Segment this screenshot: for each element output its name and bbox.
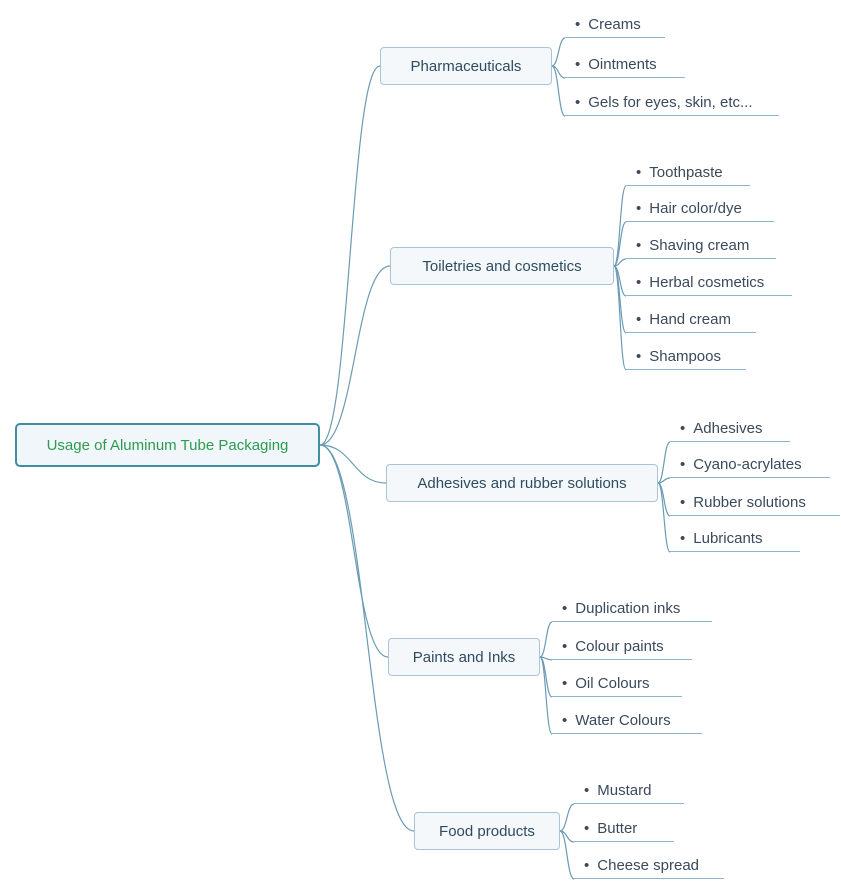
leaf-label: Duplication inks: [575, 600, 680, 617]
branch-label: Toiletries and cosmetics: [422, 258, 581, 275]
leaf-toi-shampoos: • Shampoos: [626, 346, 746, 370]
leaf-label: Hair color/dye: [649, 200, 742, 217]
leaf-fd-mustard: • Mustard: [574, 780, 684, 804]
leaf-label: Creams: [588, 16, 641, 33]
branch-label: Paints and Inks: [413, 649, 516, 666]
bullet-icon: •: [680, 420, 685, 437]
bullet-icon: •: [636, 274, 641, 291]
leaf-label: Oil Colours: [575, 675, 649, 692]
leaf-pi-colour: • Colour paints: [552, 636, 692, 660]
connector: [614, 186, 626, 266]
leaf-pi-water: • Water Colours: [552, 710, 702, 734]
connector: [658, 483, 670, 516]
leaf-label: Mustard: [597, 782, 651, 799]
bullet-icon: •: [584, 857, 589, 874]
leaf-adh-lubricants: • Lubricants: [670, 528, 800, 552]
bullet-icon: •: [680, 530, 685, 547]
leaf-label: Gels for eyes, skin, etc...: [588, 94, 752, 111]
bullet-icon: •: [575, 94, 580, 111]
bullet-icon: •: [575, 16, 580, 33]
bullet-icon: •: [562, 638, 567, 655]
connector: [658, 483, 670, 552]
connector: [540, 657, 552, 697]
connector: [540, 622, 552, 657]
bullet-icon: •: [680, 456, 685, 473]
leaf-pharma-gels: • Gels for eyes, skin, etc...: [565, 92, 779, 116]
branch-label: Food products: [439, 823, 535, 840]
branch-label: Pharmaceuticals: [411, 58, 522, 75]
bullet-icon: •: [584, 782, 589, 799]
connector: [320, 266, 390, 445]
leaf-adh-rubber: • Rubber solutions: [670, 492, 840, 516]
connector: [658, 478, 670, 483]
bullet-icon: •: [636, 164, 641, 181]
bullet-icon: •: [584, 820, 589, 837]
connector: [658, 442, 670, 483]
leaf-pi-dup: • Duplication inks: [552, 598, 712, 622]
connector: [560, 831, 574, 879]
bullet-icon: •: [562, 675, 567, 692]
leaf-toi-hand: • Hand cream: [626, 309, 756, 333]
connector: [552, 66, 565, 116]
leaf-label: Butter: [597, 820, 637, 837]
leaf-adh-adhesives: • Adhesives: [670, 418, 790, 442]
bullet-icon: •: [575, 56, 580, 73]
leaf-label: Shampoos: [649, 348, 721, 365]
root-label: Usage of Aluminum Tube Packaging: [47, 437, 289, 454]
leaf-pharma-ointments: • Ointments: [565, 54, 685, 78]
bullet-icon: •: [636, 311, 641, 328]
leaf-label: Lubricants: [693, 530, 762, 547]
leaf-label: Toothpaste: [649, 164, 722, 181]
leaf-label: Adhesives: [693, 420, 762, 437]
connector: [614, 222, 626, 266]
connector: [614, 266, 626, 370]
bullet-icon: •: [636, 237, 641, 254]
leaf-label: Water Colours: [575, 712, 670, 729]
leaf-adh-cyano: • Cyano-acrylates: [670, 454, 830, 478]
connector: [552, 66, 565, 78]
connector: [540, 657, 552, 734]
branch-toiletries: Toiletries and cosmetics: [390, 247, 614, 285]
leaf-fd-butter: • Butter: [574, 818, 674, 842]
leaf-toi-herbal: • Herbal cosmetics: [626, 272, 792, 296]
branch-adhesives: Adhesives and rubber solutions: [386, 464, 658, 502]
leaf-toi-shaving: • Shaving cream: [626, 235, 776, 259]
root-node: Usage of Aluminum Tube Packaging: [15, 423, 320, 467]
leaf-label: Cheese spread: [597, 857, 699, 874]
branch-food: Food products: [414, 812, 560, 850]
leaf-label: Colour paints: [575, 638, 663, 655]
connector: [540, 657, 552, 660]
connector: [320, 445, 386, 483]
bullet-icon: •: [680, 494, 685, 511]
connector: [320, 66, 380, 445]
leaf-pi-oil: • Oil Colours: [552, 673, 682, 697]
connector: [560, 831, 574, 842]
leaf-fd-cheese: • Cheese spread: [574, 855, 724, 879]
leaf-label: Ointments: [588, 56, 656, 73]
bullet-icon: •: [562, 600, 567, 617]
leaf-toi-toothpaste: • Toothpaste: [626, 162, 750, 186]
bullet-icon: •: [636, 200, 641, 217]
connector: [614, 266, 626, 296]
mindmap-canvas: Usage of Aluminum Tube Packaging Pharmace…: [0, 0, 841, 887]
leaf-pharma-creams: • Creams: [565, 14, 665, 38]
leaf-label: Rubber solutions: [693, 494, 806, 511]
branch-label: Adhesives and rubber solutions: [417, 475, 626, 492]
connector: [320, 445, 388, 657]
connector: [614, 259, 626, 266]
connector: [614, 266, 626, 333]
branch-paints: Paints and Inks: [388, 638, 540, 676]
leaf-toi-hair: • Hair color/dye: [626, 198, 774, 222]
branch-pharma: Pharmaceuticals: [380, 47, 552, 85]
bullet-icon: •: [562, 712, 567, 729]
leaf-label: Herbal cosmetics: [649, 274, 764, 291]
leaf-label: Shaving cream: [649, 237, 749, 254]
bullet-icon: •: [636, 348, 641, 365]
connector: [552, 38, 565, 66]
leaf-label: Hand cream: [649, 311, 731, 328]
leaf-label: Cyano-acrylates: [693, 456, 801, 473]
connector: [560, 804, 574, 831]
